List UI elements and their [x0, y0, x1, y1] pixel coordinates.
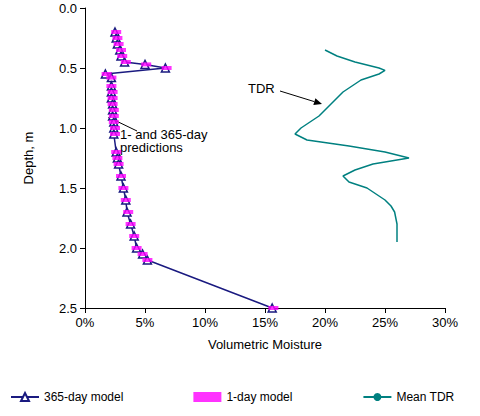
svg-text:TDR: TDR	[248, 81, 275, 96]
svg-text:1.5: 1.5	[59, 181, 77, 196]
svg-text:0.5: 0.5	[59, 61, 77, 76]
svg-text:30%: 30%	[432, 315, 458, 330]
svg-text:Volumetric Moisture: Volumetric Moisture	[208, 337, 322, 352]
svg-text:20%: 20%	[312, 315, 338, 330]
svg-text:25%: 25%	[372, 315, 398, 330]
svg-text:1.0: 1.0	[59, 121, 77, 136]
svg-text:1-day model: 1-day model	[226, 390, 292, 404]
svg-text:10%: 10%	[192, 315, 218, 330]
svg-text:2.0: 2.0	[59, 241, 77, 256]
svg-text:Depth, m: Depth, m	[21, 132, 36, 185]
svg-text:15%: 15%	[252, 315, 278, 330]
svg-text:Mean TDR: Mean TDR	[396, 390, 454, 404]
svg-text:0%: 0%	[76, 315, 95, 330]
svg-text:1- and 365-day: 1- and 365-day	[120, 127, 212, 142]
svg-text:0.0: 0.0	[59, 1, 77, 16]
svg-text:5%: 5%	[136, 315, 155, 330]
svg-text:2.5: 2.5	[59, 301, 77, 316]
svg-text:predictions: predictions	[120, 140, 183, 155]
svg-text:365-day model: 365-day model	[44, 390, 123, 404]
